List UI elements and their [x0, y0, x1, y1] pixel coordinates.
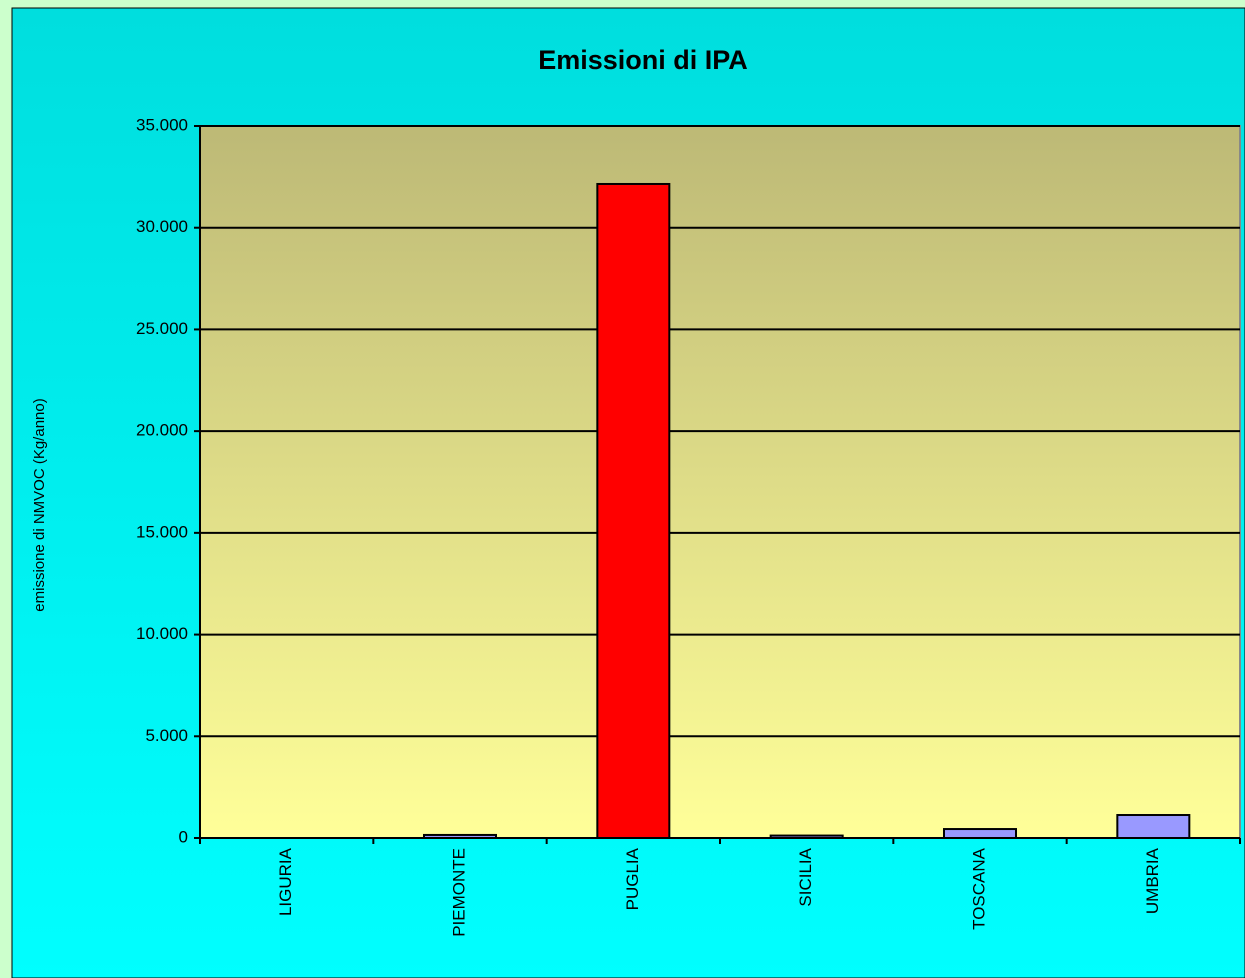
y-tick-label: 10.000 [136, 624, 188, 643]
bar [943, 828, 1017, 839]
x-tick-label: PIEMONTE [449, 848, 468, 937]
y-tick-label: 35.000 [136, 115, 188, 134]
plot-area [199, 125, 1241, 839]
x-tick-label: SICILIA [796, 847, 815, 906]
y-tick-label: 20.000 [136, 421, 188, 440]
y-axis-label: emissione di NMVOC (Kg/anno) [31, 398, 48, 611]
bar [596, 182, 671, 839]
y-tick-label: 15.000 [136, 522, 188, 541]
x-tick-label: PUGLIA [623, 847, 642, 910]
x-tick-label: TOSCANA [969, 847, 988, 930]
x-tick-label: UMBRIA [1143, 847, 1162, 914]
y-tick-label: 30.000 [136, 217, 188, 236]
y-tick-label: 0 [179, 827, 188, 846]
x-tick-label: LIGURIA [276, 847, 295, 916]
bar [1116, 814, 1191, 840]
y-tick-label: 25.000 [136, 319, 188, 338]
y-tick-label: 5.000 [145, 726, 188, 745]
chart-title: Emissioni di IPA [538, 45, 748, 75]
